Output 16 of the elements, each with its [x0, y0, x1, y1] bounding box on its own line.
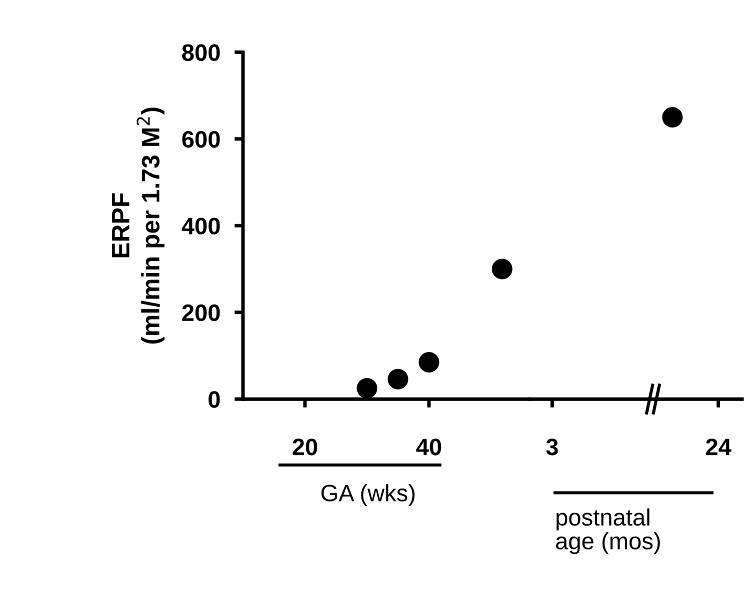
y-tick-label: 0 [208, 391, 220, 408]
y-axis-title: ERPF (ml/min per 1.73 M$^{2}$) [112, 108, 164, 344]
text: GA (wks) [321, 484, 415, 506]
text: postnatal age (mos) [556, 508, 660, 554]
point [388, 368, 408, 390]
x-tick-label: 40 [416, 438, 442, 456]
point [418, 352, 440, 372]
x-tick-label: 24 [706, 438, 732, 456]
y-tick-label: 400 [182, 218, 220, 234]
y-tick-label: 200 [182, 304, 220, 322]
point [356, 378, 378, 399]
y-tick-label: 800 [182, 44, 220, 61]
x-tick-label: 3 [546, 438, 558, 456]
x-tick-label: 20 [292, 438, 318, 456]
y-tick-label: 600 [182, 130, 220, 148]
point [492, 258, 512, 280]
